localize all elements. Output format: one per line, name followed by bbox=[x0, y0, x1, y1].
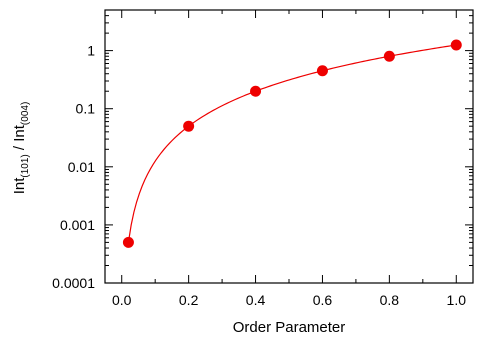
x-tick-label: 0.2 bbox=[179, 292, 199, 308]
data-point bbox=[122, 236, 134, 248]
y-axis-title-base-1: Int bbox=[11, 177, 28, 195]
data-point bbox=[183, 120, 195, 132]
y-axis-title-sub-1: (101) bbox=[20, 154, 31, 177]
x-tick-label: 1.0 bbox=[447, 292, 467, 308]
y-axis-title-sep: / bbox=[11, 142, 28, 155]
y-tick-label: 0.0001 bbox=[52, 275, 95, 291]
y-tick-label: 0.01 bbox=[68, 159, 95, 175]
y-tick-label: 0.001 bbox=[60, 217, 95, 233]
x-tick-labels: 0.0 0.2 0.4 0.6 0.8 1.0 bbox=[112, 292, 466, 308]
y-tick-labels: 0.0001 0.001 0.01 0.1 1 bbox=[52, 43, 95, 291]
data-point bbox=[383, 50, 395, 62]
y-axis-title-sub-2: (004) bbox=[20, 102, 31, 125]
y-axis-title-base-2: Int bbox=[11, 124, 28, 142]
x-tick-label: 0.6 bbox=[313, 292, 333, 308]
x-tick-label: 0.0 bbox=[112, 292, 132, 308]
y-tick-label: 0.1 bbox=[76, 101, 96, 117]
x-axis-title: Order Parameter bbox=[233, 319, 346, 336]
x-tick-label: 0.4 bbox=[246, 292, 266, 308]
data-point bbox=[250, 85, 262, 97]
x-tick-label: 0.8 bbox=[380, 292, 400, 308]
data-points bbox=[122, 39, 462, 248]
y-tick-label: 1 bbox=[87, 43, 95, 59]
data-point bbox=[450, 39, 462, 51]
y-axis-title: Int(101) / Int(004) bbox=[11, 102, 31, 195]
minor-ticks bbox=[105, 9, 473, 283]
major-ticks bbox=[105, 10, 473, 284]
data-point bbox=[316, 65, 328, 77]
fit-curve bbox=[127, 44, 457, 243]
